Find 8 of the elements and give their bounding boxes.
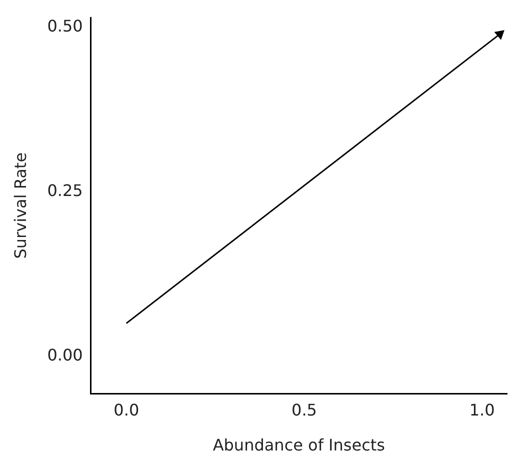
y-axis-title: Survival Rate xyxy=(10,152,30,259)
x-axis-title: Abundance of Insects xyxy=(212,436,385,455)
x-tick-label: 1.0 xyxy=(469,400,495,420)
x-tick-label: 0.5 xyxy=(292,400,317,420)
y-tick-label: 0.50 xyxy=(47,16,83,36)
x-tick-label: 0.0 xyxy=(114,400,140,420)
y-tick-label: 0.25 xyxy=(47,180,83,200)
y-tick-label: 0.00 xyxy=(47,345,83,364)
